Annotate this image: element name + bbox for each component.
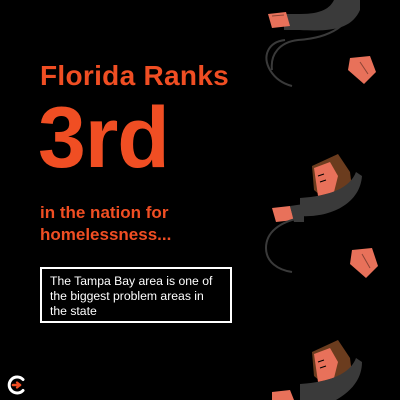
figure-bottom xyxy=(272,340,362,400)
callout-text: The Tampa Bay area is one of the biggest… xyxy=(50,274,213,318)
subline: in the nation for homelessness... xyxy=(40,203,172,244)
rank-number: 3rd xyxy=(38,90,170,186)
circular-c-logo-icon xyxy=(7,375,25,395)
callout-box: The Tampa Bay area is one of the biggest… xyxy=(40,267,232,323)
figure-top xyxy=(265,0,376,87)
figure-middle xyxy=(264,154,378,278)
headline: Florida Ranks xyxy=(40,60,230,91)
